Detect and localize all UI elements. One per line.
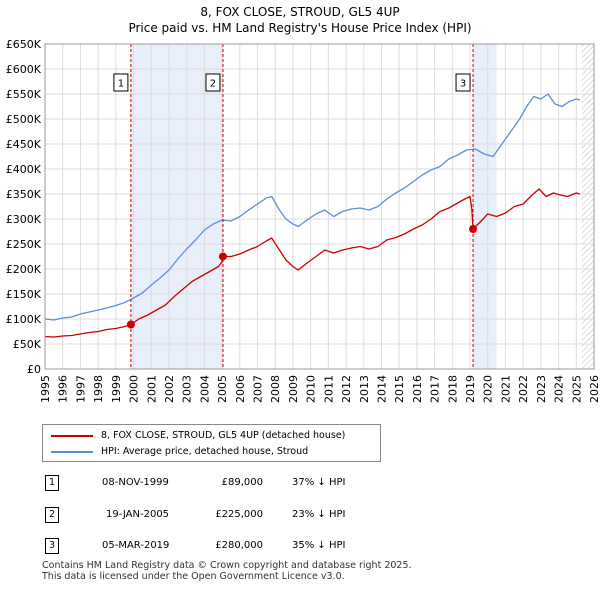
- y-tick-label: £600K: [6, 63, 42, 76]
- y-tick-label: £400K: [6, 163, 42, 176]
- shaded-period: [130, 44, 223, 369]
- x-tick-label: 2007: [252, 375, 265, 403]
- x-tick-label: 2011: [322, 375, 335, 403]
- sale-date: 05-MAR-2019: [102, 540, 170, 551]
- sale-number-badge: 1: [45, 475, 59, 491]
- sale-label-number: 2: [210, 79, 216, 90]
- legend-swatch-property: [51, 435, 93, 437]
- sale-label-number: 1: [118, 79, 124, 90]
- sale-price: £280,000: [215, 540, 263, 551]
- chart-subtitle: Price paid vs. HM Land Registry's House …: [128, 21, 472, 35]
- y-tick-label: £250K: [6, 238, 42, 251]
- forecast-hatch: [581, 44, 594, 369]
- x-tick-label: 2001: [145, 375, 158, 403]
- y-tick-label: £450K: [6, 138, 42, 151]
- x-tick-label: 2010: [305, 375, 318, 403]
- y-tick-label: £50K: [13, 338, 42, 351]
- legend-label-property: 8, FOX CLOSE, STROUD, GL5 4UP (detached …: [101, 430, 346, 441]
- x-tick-label: 2015: [393, 375, 406, 403]
- price-chart: 1 2 3 £0 £50K £100K £150K £200K £250K £300K £350K…: [6, 38, 600, 403]
- sale-price: £89,000: [221, 477, 263, 488]
- x-tick-label: 2012: [340, 375, 353, 403]
- sale-point: [469, 225, 478, 233]
- x-tick-label: 2005: [216, 375, 229, 403]
- x-tick-label: 2002: [163, 375, 176, 403]
- x-tick-label: 2017: [429, 375, 442, 403]
- sale-hpi-diff: 35% ↓ HPI: [292, 540, 346, 551]
- sale-number-badge: 3: [45, 538, 59, 554]
- sale-label-box: [455, 73, 471, 92]
- y-tick-label: £500K: [6, 113, 42, 126]
- footer-licence: This data is licensed under the Open Gov…: [42, 571, 345, 582]
- sale-hpi-diff: 23% ↓ HPI: [292, 509, 346, 520]
- y-tick-label: £100K: [6, 313, 42, 326]
- x-tick-label: 2003: [181, 375, 194, 403]
- x-tick-label: 2014: [375, 375, 388, 403]
- x-tick-label: 2016: [411, 375, 424, 403]
- x-tick-label: 1997: [74, 375, 87, 403]
- x-tick-label: 2004: [198, 375, 211, 403]
- property-price-line: [44, 188, 580, 338]
- x-tick-label: 1999: [110, 375, 123, 403]
- x-tick-label: 2006: [234, 375, 247, 403]
- y-tick-label: £150K: [6, 288, 42, 301]
- sale-label-number: 3: [460, 79, 466, 90]
- x-tick-label: 2018: [446, 375, 459, 403]
- sale-date: 19-JAN-2005: [106, 509, 170, 520]
- y-tick-label: £550K: [6, 88, 42, 101]
- chart-title: 8, FOX CLOSE, STROUD, GL5 4UP: [200, 5, 400, 19]
- plot-area: [45, 44, 594, 369]
- x-tick-label: 2020: [482, 375, 495, 403]
- chart-title-block: 8, FOX CLOSE, STROUD, GL5 4UP Price paid…: [0, 4, 600, 36]
- footer-attribution: Contains HM Land Registry data © Crown c…: [42, 560, 412, 582]
- sale-label-box: [113, 73, 129, 92]
- x-tick-label: 2000: [128, 375, 141, 403]
- x-tick-label: 1998: [92, 375, 105, 403]
- footer-copyright: Contains HM Land Registry data © Crown c…: [42, 560, 412, 571]
- sale-point: [126, 320, 135, 329]
- x-tick-label: 2025: [570, 375, 583, 403]
- hpi-line: [44, 93, 580, 321]
- sale-number-badge: 2: [45, 507, 59, 523]
- shaded-period: [473, 44, 497, 369]
- y-tick-label: £300K: [6, 213, 42, 226]
- legend-swatch-hpi: [51, 451, 93, 453]
- y-tick-label: £200K: [6, 263, 42, 276]
- chart-legend: 8, FOX CLOSE, STROUD, GL5 4UP (detached …: [42, 424, 381, 462]
- sale-hpi-diff: 37% ↓ HPI: [292, 477, 346, 488]
- plot-border: [44, 43, 595, 370]
- sale-label-box: [205, 73, 221, 92]
- x-tick-label: 1996: [57, 375, 70, 403]
- x-tick-label: 2013: [358, 375, 371, 403]
- x-tick-label: 2019: [464, 375, 477, 403]
- y-tick-label: £0: [27, 363, 41, 376]
- sale-date: 08-NOV-1999: [102, 477, 169, 488]
- y-tick-label: £650K: [6, 38, 42, 51]
- x-tick-label: 1995: [39, 375, 52, 403]
- y-tick-label: £350K: [6, 188, 42, 201]
- x-tick-label: 2009: [287, 375, 300, 403]
- x-tick-label: 2021: [499, 375, 512, 403]
- x-tick-label: 2026: [588, 375, 600, 403]
- legend-label-hpi: HPI: Average price, detached house, Stro…: [101, 446, 309, 457]
- sale-price: £225,000: [215, 509, 263, 520]
- x-tick-label: 2023: [535, 375, 548, 403]
- x-tick-label: 2022: [517, 375, 530, 403]
- x-tick-label: 2008: [269, 375, 282, 403]
- sale-point: [218, 252, 227, 261]
- x-tick-label: 2024: [553, 375, 566, 403]
